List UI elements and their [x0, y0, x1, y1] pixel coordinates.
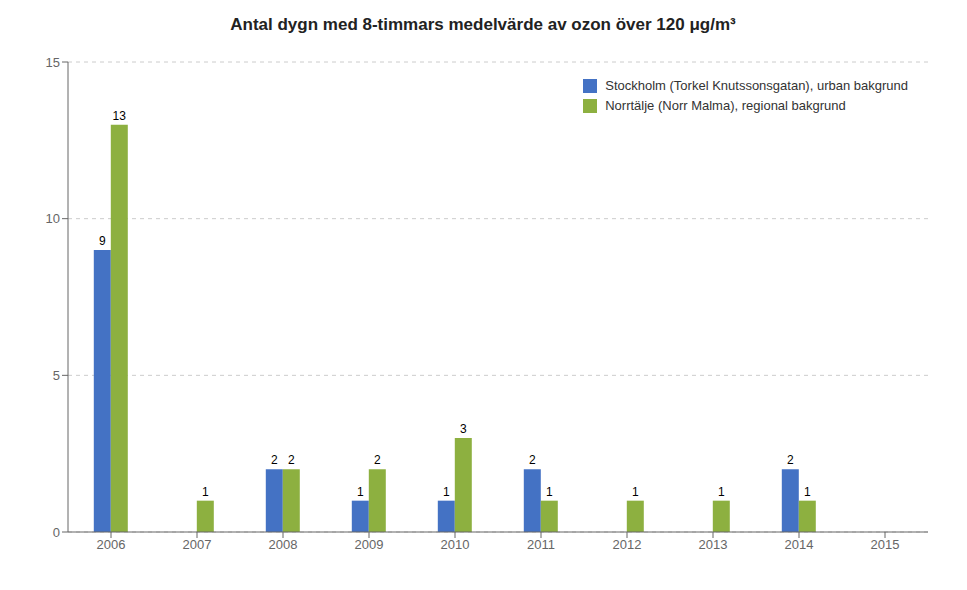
svg-text:9: 9 — [99, 234, 106, 248]
svg-text:1: 1 — [804, 485, 811, 499]
svg-text:2015: 2015 — [871, 537, 900, 552]
html-text:Antal dygn med 8-timmars medel: Antal dygn med 8-timmars medelvärde av o… — [230, 15, 736, 34]
html-text:Norrtälje (Norr Malma), region: Norrtälje (Norr Malma), regional bakgrun… — [605, 98, 846, 113]
svg-text:10: 10 — [46, 211, 60, 226]
svg-text:2: 2 — [288, 453, 295, 467]
svg-text:1: 1 — [718, 485, 725, 499]
svg-text:2: 2 — [271, 453, 278, 467]
svg-text:1: 1 — [546, 485, 553, 499]
svg-text:2009: 2009 — [355, 537, 384, 552]
svg-text:2: 2 — [374, 453, 381, 467]
svg-text:2: 2 — [787, 453, 794, 467]
svg-text:2008: 2008 — [269, 537, 298, 552]
svg-text:2013: 2013 — [699, 537, 728, 552]
svg-text:1: 1 — [357, 485, 364, 499]
svg-text:1: 1 — [632, 485, 639, 499]
svg-text:1: 1 — [202, 485, 209, 499]
svg-text:2006: 2006 — [97, 537, 126, 552]
svg-text:2: 2 — [529, 453, 536, 467]
svg-text:2012: 2012 — [613, 537, 642, 552]
svg-text:1: 1 — [443, 485, 450, 499]
svg-text:2014: 2014 — [785, 537, 814, 552]
svg-text:15: 15 — [46, 55, 60, 70]
html-text:Stockholm (Torkel Knutssonsgat: Stockholm (Torkel Knutssonsgatan), urban… — [605, 78, 908, 93]
svg-text:13: 13 — [113, 109, 127, 123]
svg-text:2011: 2011 — [527, 537, 555, 552]
svg-text:3: 3 — [460, 422, 467, 436]
svg-text:2007: 2007 — [183, 537, 212, 552]
svg-text:2010: 2010 — [441, 537, 470, 552]
svg-text:5: 5 — [53, 368, 60, 383]
svg-text:0: 0 — [53, 525, 60, 540]
